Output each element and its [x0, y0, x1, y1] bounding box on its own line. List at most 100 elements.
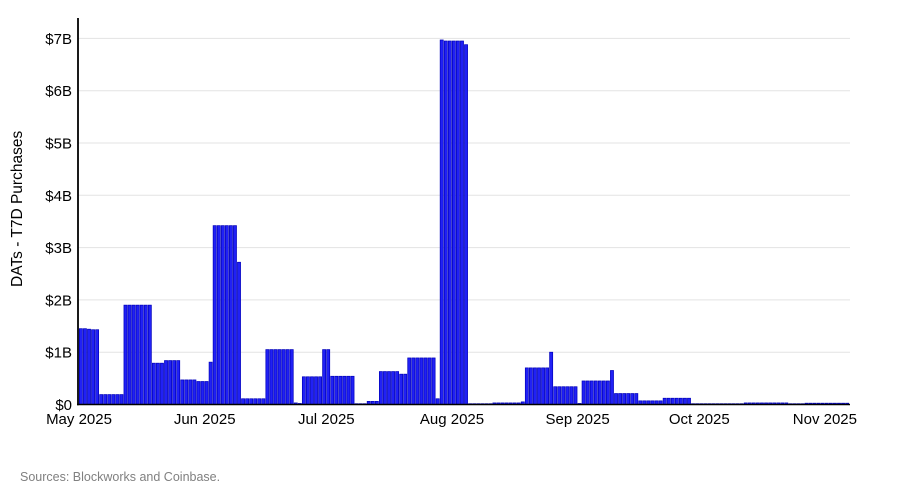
bar	[561, 386, 566, 405]
bar	[427, 357, 432, 405]
bar	[281, 349, 286, 405]
bar	[589, 380, 594, 405]
bar	[135, 304, 140, 405]
y-axis-tick-labels: $0 $1B $2B $3B $4B $5B $6B $7B	[45, 31, 72, 414]
bar	[553, 386, 558, 405]
bar	[224, 225, 229, 405]
bar	[350, 375, 355, 405]
bar	[273, 349, 278, 405]
bar	[184, 379, 189, 405]
bar	[196, 381, 201, 405]
bar	[301, 376, 306, 405]
bar	[192, 379, 197, 405]
bar	[528, 367, 533, 405]
bar	[403, 373, 408, 405]
bar	[204, 381, 209, 405]
x-tick-label: Nov 2025	[793, 411, 857, 428]
bar	[253, 398, 258, 405]
bar	[241, 398, 245, 405]
bar	[115, 394, 120, 405]
bar	[245, 398, 250, 405]
bar-chart: $0 $1B $2B $3B $4B $5B $6B $7B May 2025 Jun 2025…	[9, 18, 857, 428]
bar	[447, 40, 452, 405]
bar	[451, 40, 456, 405]
bar	[610, 370, 614, 405]
bar	[164, 360, 168, 405]
bar	[212, 225, 217, 405]
bar	[139, 304, 144, 405]
bar	[674, 397, 679, 405]
bar	[597, 380, 602, 405]
y-tick-label: $3B	[45, 240, 72, 257]
bar	[103, 394, 108, 405]
bar	[662, 397, 667, 405]
y-tick-label: $0	[55, 397, 72, 414]
bar	[261, 398, 266, 405]
bar	[573, 386, 578, 405]
bar	[581, 380, 586, 405]
bar	[601, 380, 606, 405]
x-tick-label: Jun 2025	[174, 411, 236, 428]
bar	[216, 225, 221, 405]
bar	[338, 375, 343, 405]
bar	[593, 380, 598, 405]
bar	[237, 261, 241, 405]
bar	[634, 393, 639, 405]
bar	[407, 357, 412, 405]
bar	[524, 367, 529, 405]
bar	[439, 39, 444, 405]
bar	[107, 394, 112, 405]
bar	[147, 304, 152, 405]
bar	[460, 40, 464, 405]
bar	[220, 225, 225, 405]
bar	[569, 386, 574, 405]
bar	[622, 393, 627, 405]
bar	[346, 375, 351, 405]
bar	[229, 225, 233, 405]
bar	[464, 44, 468, 405]
bar	[395, 371, 400, 405]
x-tick-label: Jul 2025	[298, 411, 355, 428]
bar-series	[78, 39, 850, 405]
bar	[322, 349, 327, 405]
bar	[565, 386, 570, 405]
bar	[415, 357, 420, 405]
axes	[77, 18, 850, 406]
bar	[233, 225, 237, 405]
bar	[95, 329, 100, 405]
bar	[160, 362, 164, 405]
bar	[156, 362, 160, 405]
bar	[383, 371, 387, 405]
bar	[443, 40, 448, 405]
bar	[200, 381, 205, 405]
y-tick-label: $4B	[45, 188, 72, 205]
bar	[131, 304, 136, 405]
x-tick-label: Sep 2025	[545, 411, 609, 428]
source-note: Sources: Blockworks and Coinbase.	[20, 470, 221, 484]
bar	[387, 371, 391, 405]
gridlines	[78, 37, 850, 353]
bar	[99, 394, 104, 405]
bar	[143, 304, 148, 405]
bar	[176, 360, 181, 405]
bar	[379, 371, 383, 405]
bar	[188, 379, 193, 405]
bar	[630, 393, 635, 405]
bar	[670, 397, 675, 405]
bar	[666, 397, 671, 405]
bar	[318, 376, 322, 405]
y-axis-title: DATs - T7D Purchases	[9, 131, 26, 287]
x-tick-label: May 2025	[46, 411, 112, 428]
x-tick-label: Oct 2025	[669, 411, 730, 428]
bar	[549, 351, 554, 405]
bar	[119, 394, 124, 405]
bar	[269, 349, 274, 405]
bar	[614, 393, 618, 405]
bar	[423, 357, 428, 405]
bar	[330, 375, 335, 405]
bar	[314, 376, 318, 405]
bar	[456, 40, 460, 405]
bar	[277, 349, 282, 405]
bar	[249, 398, 254, 405]
